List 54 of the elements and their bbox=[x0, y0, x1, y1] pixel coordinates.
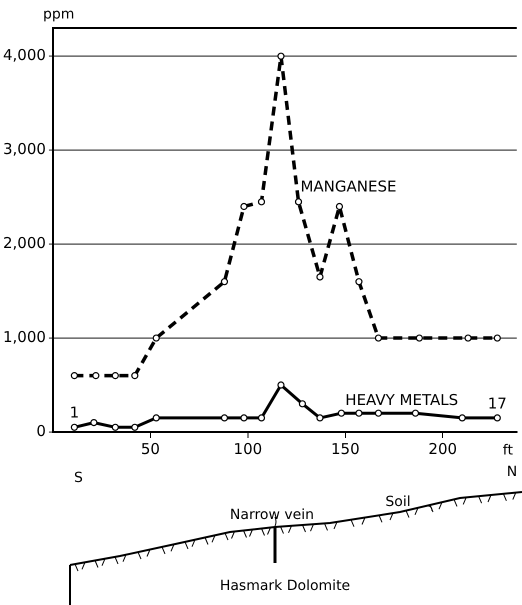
point bbox=[416, 334, 423, 342]
y-tick-label: 3,000 bbox=[2, 140, 46, 158]
point bbox=[152, 414, 160, 422]
point bbox=[338, 410, 345, 417]
text: N bbox=[506, 464, 518, 480]
point bbox=[298, 400, 306, 408]
x-tick-label: 50 bbox=[140, 440, 160, 458]
point bbox=[412, 410, 420, 417]
y-tick-label: 0 bbox=[36, 422, 46, 440]
x-tick-label: 200 bbox=[428, 440, 458, 458]
text: Hasmark Dolomite bbox=[220, 578, 350, 594]
point bbox=[240, 202, 248, 210]
point bbox=[277, 52, 285, 60]
point bbox=[131, 424, 138, 431]
point bbox=[374, 334, 382, 342]
point bbox=[70, 372, 78, 380]
point bbox=[90, 419, 98, 426]
point bbox=[464, 334, 472, 342]
point bbox=[316, 414, 324, 422]
point bbox=[220, 278, 228, 286]
point bbox=[70, 424, 78, 431]
y-tick-label: 1,000 bbox=[2, 328, 46, 346]
point bbox=[112, 372, 119, 380]
point bbox=[316, 273, 324, 281]
text: S bbox=[74, 470, 83, 486]
point bbox=[374, 410, 382, 417]
y-tick-label: 4,000 bbox=[2, 46, 46, 64]
point bbox=[92, 372, 100, 380]
point bbox=[240, 414, 248, 422]
point bbox=[258, 414, 266, 422]
point bbox=[355, 278, 363, 286]
x-tick-label: 100 bbox=[234, 440, 262, 458]
annotation: 17 bbox=[488, 394, 507, 412]
point bbox=[112, 424, 119, 431]
point bbox=[131, 372, 138, 380]
point bbox=[294, 198, 302, 206]
y-axis-title: ppm bbox=[42, 6, 74, 23]
series-label: HEAVY METALS bbox=[345, 390, 458, 409]
point bbox=[336, 202, 344, 210]
text: Narrow vein bbox=[230, 507, 314, 523]
point bbox=[458, 414, 466, 422]
x-axis-title: ft bbox=[502, 442, 514, 459]
point bbox=[152, 334, 160, 342]
point bbox=[494, 414, 501, 422]
y-tick-label: 2,000 bbox=[2, 234, 46, 252]
series-label: MANGANESE bbox=[300, 178, 396, 196]
point bbox=[258, 198, 266, 206]
point bbox=[220, 414, 228, 422]
text: Soil bbox=[385, 494, 411, 510]
annotation: 1 bbox=[70, 404, 80, 422]
point bbox=[277, 381, 285, 389]
point bbox=[355, 410, 363, 417]
point bbox=[494, 334, 501, 342]
x-tick-label: 150 bbox=[330, 440, 360, 458]
